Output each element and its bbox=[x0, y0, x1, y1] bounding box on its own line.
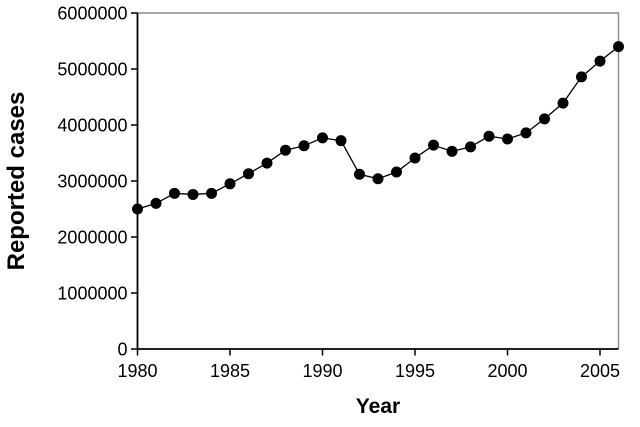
data-point-1994 bbox=[391, 166, 402, 178]
data-point-2000 bbox=[502, 133, 513, 145]
data-point-2001 bbox=[520, 127, 532, 139]
data-point-1996 bbox=[428, 139, 439, 151]
data-point-1985 bbox=[224, 178, 236, 190]
data-point-1989 bbox=[298, 140, 310, 152]
data-point-1983 bbox=[187, 188, 199, 200]
x-axis-title: Year bbox=[356, 395, 400, 418]
y-tick-label-1000000: 1000000 bbox=[57, 283, 127, 303]
data-point-1981 bbox=[150, 197, 162, 209]
x-tick-label-2005: 2005 bbox=[580, 361, 620, 381]
data-point-2006 bbox=[613, 41, 624, 53]
data-point-1991 bbox=[335, 135, 347, 147]
data-point-2004 bbox=[576, 71, 587, 83]
data-point-1982 bbox=[169, 187, 180, 199]
y-tick-label-3000000: 3000000 bbox=[57, 171, 127, 191]
data-point-1999 bbox=[483, 130, 495, 142]
data-line bbox=[137, 46, 619, 210]
y-tick-label-4000000: 4000000 bbox=[57, 115, 127, 135]
data-point-2002 bbox=[539, 113, 550, 125]
axis-ticks-layer: 0 1000000 2000000 3000000 4000000 5000000 6000… bbox=[57, 3, 620, 381]
y-axis-title: Reported cases bbox=[3, 92, 30, 271]
x-tick-label-1980: 1980 bbox=[117, 361, 157, 381]
y-tick-label-0: 0 bbox=[117, 339, 127, 359]
data-point-1993 bbox=[372, 173, 384, 185]
x-tick-label-1990: 1990 bbox=[302, 361, 342, 381]
y-tick-label-6000000: 6000000 bbox=[57, 3, 127, 23]
data-point-2005 bbox=[594, 55, 606, 67]
x-tick-label-2000: 2000 bbox=[487, 361, 527, 381]
data-point-1990 bbox=[317, 132, 328, 144]
plot-border bbox=[137, 12, 620, 349]
data-series-layer bbox=[132, 41, 624, 215]
data-point-1980 bbox=[132, 203, 143, 215]
data-point-1992 bbox=[354, 168, 365, 180]
y-tick-label-5000000: 5000000 bbox=[57, 59, 127, 79]
x-tick-label-1985: 1985 bbox=[210, 361, 250, 381]
x-tick-label-1995: 1995 bbox=[395, 361, 435, 381]
data-point-1998 bbox=[465, 141, 476, 153]
data-point-1997 bbox=[446, 145, 458, 157]
data-point-1987 bbox=[261, 157, 273, 169]
data-point-1986 bbox=[243, 168, 254, 180]
data-point-1995 bbox=[409, 152, 421, 164]
data-point-1988 bbox=[280, 144, 291, 156]
y-tick-label-2000000: 2000000 bbox=[57, 227, 127, 247]
data-point-1984 bbox=[206, 187, 217, 199]
data-point-2003 bbox=[557, 97, 569, 109]
